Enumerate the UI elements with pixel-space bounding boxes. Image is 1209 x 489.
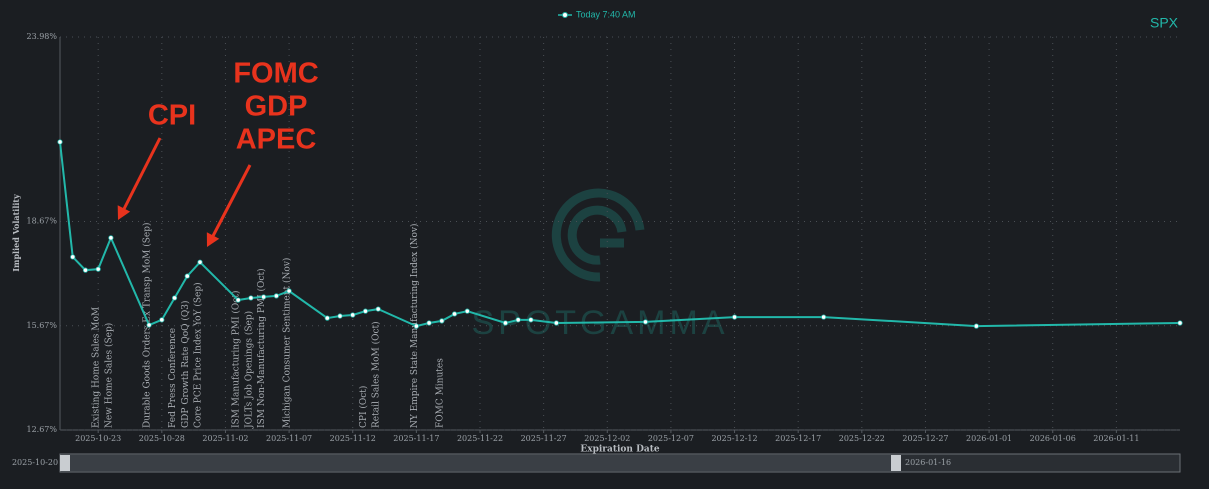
x-tick-label: 2026-01-01 [966, 434, 1012, 443]
chart-title: SPX [1150, 15, 1179, 31]
data-point [528, 317, 534, 323]
x-tick-label: 2025-11-12 [330, 434, 376, 443]
data-point [57, 139, 63, 145]
y-tick-label: 12.67% [26, 425, 57, 434]
y-tick-label: 15.67% [26, 321, 57, 330]
data-point [502, 320, 509, 326]
x-tick-label: 2025-10-28 [139, 434, 185, 443]
x-tick-label: 2025-12-02 [584, 434, 630, 443]
data-point [82, 267, 89, 273]
annotation-text: APEC [236, 124, 317, 156]
data-point [1177, 320, 1183, 326]
event-label: ISM Manufacturing PMI (Oct) [231, 291, 242, 428]
data-point [248, 295, 254, 301]
x-tick-label: 2026-01-06 [1030, 434, 1076, 443]
data-point [171, 295, 178, 301]
data-point [350, 312, 356, 318]
annotation-arrowhead [206, 232, 220, 247]
data-point [235, 297, 241, 303]
range-handle-start[interactable] [60, 455, 70, 471]
event-label: FOMC Minutes [435, 358, 445, 428]
x-tick-label: 2025-11-17 [393, 434, 439, 443]
data-point [464, 308, 470, 314]
x-tick-label: 2025-11-07 [266, 434, 312, 443]
x-axis-label: Expiration Date [580, 445, 660, 455]
data-point [159, 317, 165, 323]
range-slider-window [70, 455, 892, 471]
series-line [59, 141, 1181, 328]
data-point [451, 311, 458, 317]
x-tick-label: 2025-12-22 [839, 434, 885, 443]
data-point [197, 259, 203, 265]
event-label: New Home Sales (Sep) [103, 323, 114, 428]
event-label: CPI (Oct) [358, 386, 369, 428]
data-point [146, 322, 152, 328]
watermark-logo [551, 188, 645, 282]
data-point [95, 266, 101, 272]
event-label: JOLTs Job Openings (Sep) [243, 311, 254, 429]
x-tick-label: 2025-12-17 [775, 434, 821, 443]
data-point [731, 314, 738, 320]
x-tick-label: 2025-11-22 [457, 434, 503, 443]
data-point [184, 273, 190, 279]
event-label: Core PCE Price Index YoY (Sep) [193, 282, 204, 428]
y-tick-label: 23.98% [26, 32, 57, 41]
event-label: ISM Non-Manufacturing PMI (Oct) [256, 268, 267, 428]
data-point [439, 318, 445, 324]
legend-marker [562, 12, 568, 18]
event-label: Michigan Consumer Sentiment (Nov) [282, 258, 293, 428]
annotation-text: FOMC [233, 58, 318, 90]
data-point [337, 313, 343, 319]
range-start-label: 2025-10-20 [12, 458, 58, 467]
x-tick-label: 2025-11-27 [521, 434, 567, 443]
annotation-text: GDP [245, 91, 308, 123]
annotation-arrowhead [117, 205, 131, 220]
data-point [273, 293, 279, 299]
data-point [553, 320, 559, 326]
range-handle-end[interactable] [891, 455, 901, 471]
data-point [426, 320, 432, 326]
x-tick-label: 2025-12-27 [902, 434, 948, 443]
event-label: Existing Home Sales MoM [92, 307, 102, 428]
event-label: GDP Growth Rate QoQ (Q3) [180, 300, 191, 428]
data-point [261, 294, 267, 300]
data-point [362, 308, 369, 314]
y-tick-label: 18.67% [26, 217, 57, 226]
data-point [973, 323, 979, 329]
annotation-arrow [211, 164, 252, 237]
x-tick-label: 2025-11-02 [202, 434, 248, 443]
data-point [642, 319, 649, 325]
legend-label: Today 7:40 AM [576, 9, 636, 19]
data-point [70, 254, 76, 260]
annotation-text: CPI [148, 100, 196, 132]
data-point [821, 314, 827, 320]
x-tick-label: 2026-01-11 [1093, 434, 1139, 443]
range-end-label: 2026-01-16 [905, 458, 951, 467]
data-point [108, 235, 114, 241]
x-tick-label: 2025-12-12 [711, 434, 757, 443]
data-point [413, 323, 419, 329]
event-label: Retail Sales MoM (Oct) [371, 321, 382, 428]
data-point [324, 315, 330, 321]
data-point [286, 288, 292, 294]
annotation-arrow [122, 137, 162, 210]
x-tick-label: 2025-12-07 [648, 434, 694, 443]
y-axis-label: Implied Volatility [11, 194, 21, 272]
event-label: Fed Press Conference [168, 328, 178, 428]
data-point [515, 317, 521, 323]
data-point [375, 306, 381, 312]
x-tick-label: 2025-10-23 [75, 434, 121, 443]
